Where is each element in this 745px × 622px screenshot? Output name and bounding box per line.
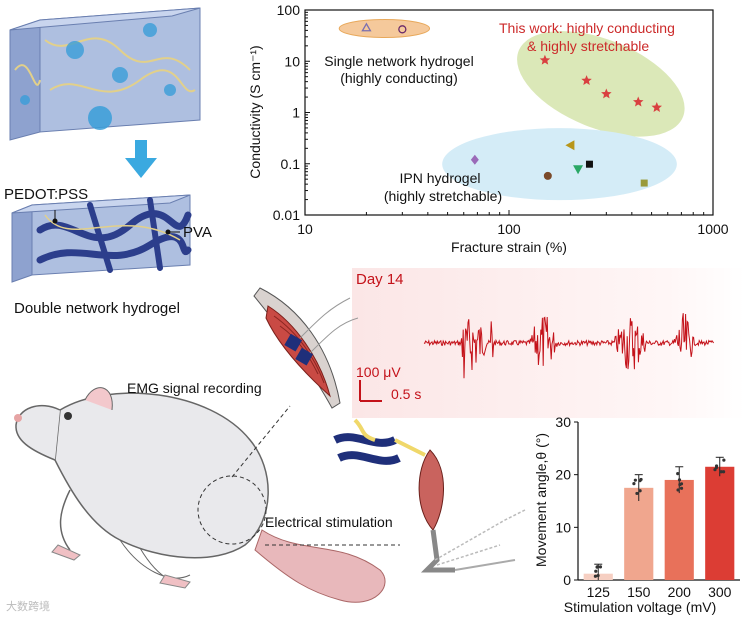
y-axis-title: Conductivity (S cm⁻¹) bbox=[247, 45, 263, 178]
group-label-ipn-2: (highly stretchable) bbox=[384, 188, 502, 204]
amp-scale-label: 100 μV bbox=[356, 364, 401, 380]
y-tick-label: 0.01 bbox=[273, 207, 300, 223]
time-scale-label: 0.5 s bbox=[391, 386, 422, 402]
x-tick-label: 100 bbox=[497, 221, 521, 237]
replicate-dot bbox=[679, 486, 684, 490]
group-label-single-1: Single network hydrogel bbox=[324, 53, 473, 69]
data-point bbox=[601, 88, 612, 99]
bar-x-tick-label: 150 bbox=[627, 584, 651, 600]
replicate-dot bbox=[633, 478, 637, 482]
replicate-dot bbox=[635, 491, 639, 496]
group-label-thiswork-1: This work: highly conducting bbox=[499, 20, 675, 36]
bar-x-tick-label: 300 bbox=[708, 584, 732, 600]
hydrogel-illustration bbox=[9, 7, 201, 283]
rat-illustration bbox=[14, 387, 400, 603]
bar-x-tick-label: 200 bbox=[668, 584, 692, 600]
pedot-label: PEDOT:PSS bbox=[4, 186, 89, 203]
bar-y-tick-label: 0 bbox=[563, 572, 571, 588]
muscle-illustration bbox=[253, 287, 359, 409]
data-point bbox=[581, 75, 592, 85]
bar-200 bbox=[664, 479, 694, 580]
replicate-dot bbox=[719, 470, 723, 474]
data-point bbox=[565, 140, 575, 151]
replicate-dot bbox=[678, 483, 682, 487]
y-tick-label: 1 bbox=[292, 105, 300, 121]
replicate-dot bbox=[676, 471, 680, 476]
data-point bbox=[398, 25, 407, 34]
data-point bbox=[633, 96, 644, 107]
data-point bbox=[539, 54, 551, 65]
emg-signal-panel bbox=[359, 313, 715, 402]
replicate-dot bbox=[594, 569, 598, 573]
group-label-single-2: (highly conducting) bbox=[340, 70, 458, 86]
data-point bbox=[585, 160, 593, 168]
group-label-ipn-1: IPN hydrogel bbox=[400, 170, 481, 186]
group-ellipse bbox=[517, 31, 685, 137]
bar-x-tick-label: 125 bbox=[587, 584, 611, 600]
data-point bbox=[651, 102, 662, 112]
leg-stimulation-illustration bbox=[333, 418, 526, 573]
stimulation-label: Electrical stimulation bbox=[265, 514, 393, 530]
bar-150 bbox=[624, 487, 654, 580]
replicate-dot bbox=[721, 470, 726, 474]
bar-y-tick-label: 10 bbox=[555, 519, 571, 535]
emg-trace bbox=[423, 313, 715, 379]
x-axis-title: Fracture strain (%) bbox=[451, 239, 567, 255]
single-network-cube bbox=[9, 7, 201, 141]
replicate-dot bbox=[722, 458, 726, 462]
replicate-dot bbox=[677, 478, 682, 482]
replicate-dot bbox=[632, 482, 636, 486]
bar-y-tick-label: 20 bbox=[555, 467, 571, 483]
group-ellipse bbox=[338, 19, 431, 39]
data-point bbox=[470, 154, 479, 165]
replicate-dot bbox=[714, 464, 719, 468]
emg-scale-bar bbox=[359, 380, 382, 402]
y-tick-label: 0.1 bbox=[281, 156, 301, 172]
y-tick-label: 10 bbox=[284, 53, 300, 69]
replicate-dot bbox=[595, 565, 600, 569]
data-point bbox=[573, 165, 584, 175]
replicate-dot bbox=[638, 489, 642, 493]
group-label-thiswork-2: & highly stretchable bbox=[527, 38, 649, 54]
group-ellipse bbox=[442, 128, 677, 201]
day-label: Day 14 bbox=[356, 271, 404, 288]
data-point bbox=[361, 22, 372, 32]
hydrogel-caption: Double network hydrogel bbox=[14, 300, 180, 317]
bar-300 bbox=[705, 466, 735, 580]
pva-label: PVA bbox=[183, 224, 212, 241]
down-arrow-icon bbox=[135, 140, 147, 160]
bar-y-tick-label: 30 bbox=[555, 414, 571, 430]
data-point bbox=[543, 171, 552, 180]
replicate-dot bbox=[598, 565, 603, 569]
replicate-dot bbox=[596, 573, 600, 578]
x-tick-label: 10 bbox=[297, 221, 313, 237]
watermark: 大数跨境 bbox=[6, 601, 50, 613]
data-point bbox=[640, 179, 648, 187]
replicate-dot bbox=[638, 479, 642, 483]
bar-y-axis-title: Movement angle,θ (°) bbox=[533, 433, 549, 567]
x-tick-label: 1000 bbox=[697, 221, 728, 237]
replicate-dot bbox=[593, 574, 598, 578]
double-network-cube bbox=[11, 194, 192, 283]
bar-x-axis-title: Stimulation voltage (mV) bbox=[564, 599, 717, 615]
emg-recording-label: EMG signal recording bbox=[127, 380, 262, 396]
movement-angle-bar-chart: 0 10 20 30 125 150 200 300 Stimulation voltage … bbox=[533, 414, 740, 615]
replicate-dot bbox=[676, 488, 680, 492]
y-tick-label: 100 bbox=[277, 2, 301, 18]
